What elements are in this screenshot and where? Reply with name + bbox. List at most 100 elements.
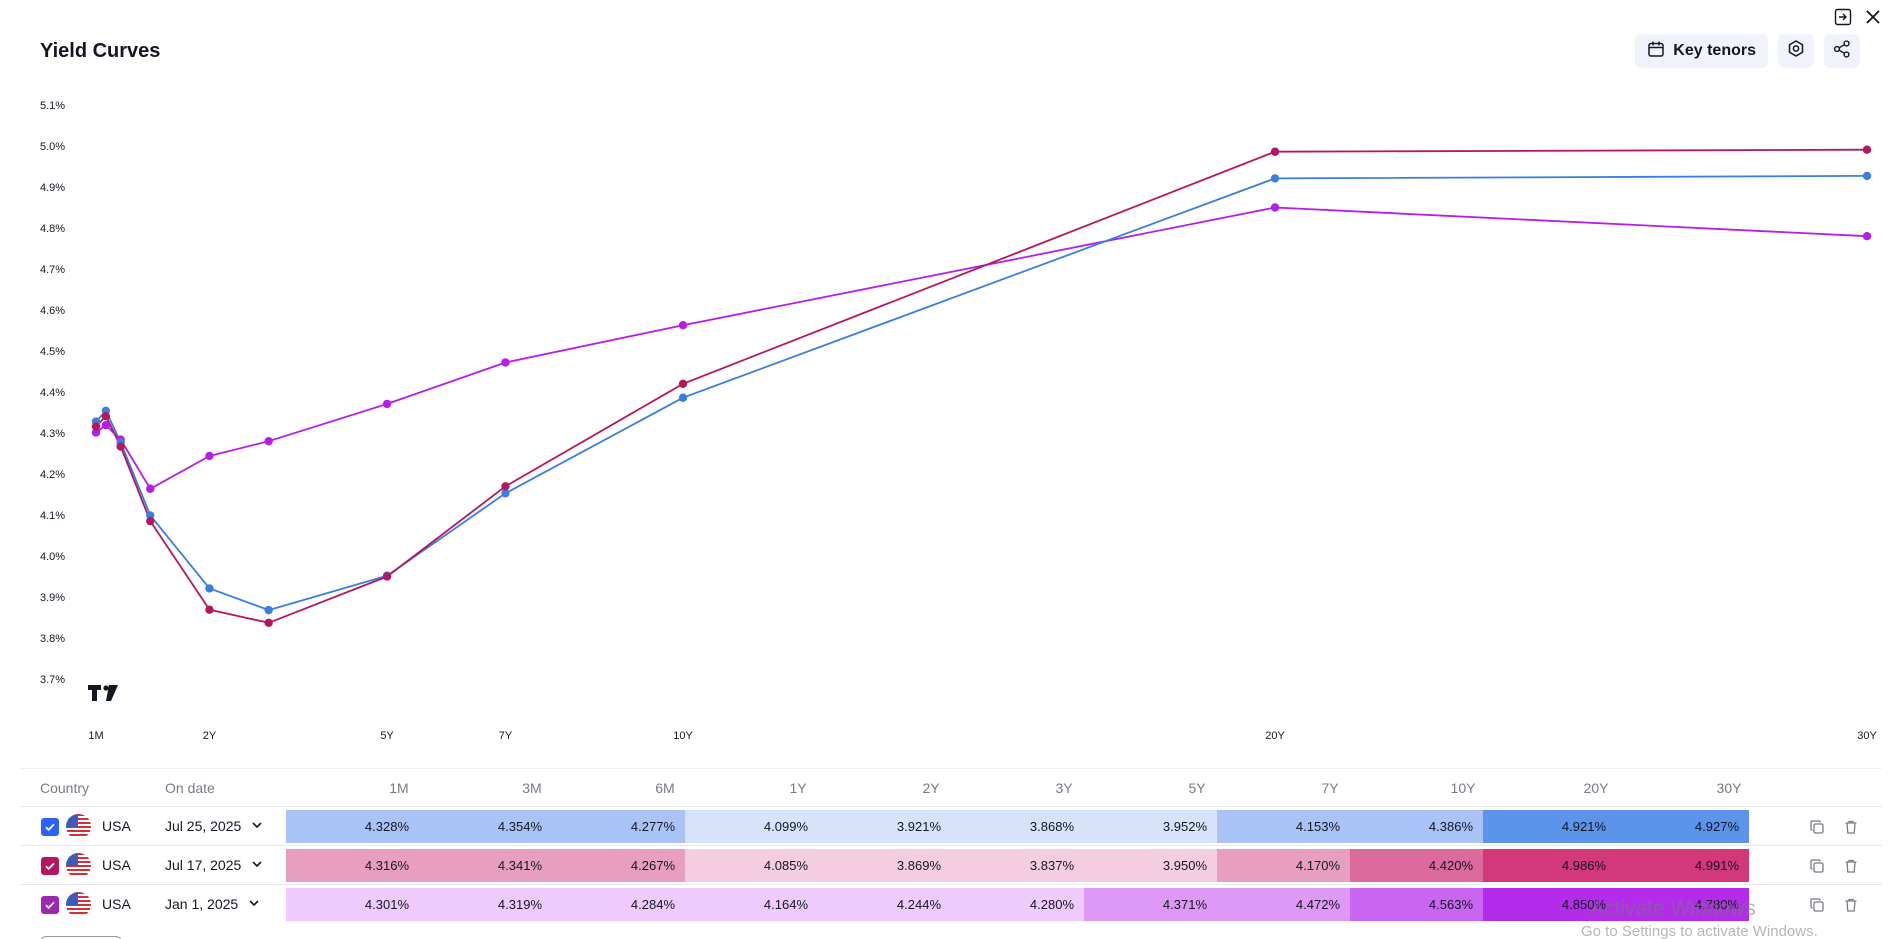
header-tenor: 10Y (1450, 780, 1476, 796)
yield-cell: 4.927% (1616, 810, 1749, 843)
chart-toolbar: Key tenors (1635, 34, 1860, 68)
yield-cell: 3.837% (951, 849, 1084, 882)
data-point[interactable] (1862, 145, 1872, 154)
yield-curve-chart[interactable]: 5.1% 5.0% 4.9% 4.8% 4.7% 4.6% 4.5% 4.4% 4.3% 4.2%… (0, 0, 1895, 760)
table-header: Country On date 1M 3M 6M 1Y 2Y 3Y 5Y 7Y 10Y 20Y 30… (20, 768, 1882, 806)
row-checkbox[interactable] (41, 857, 59, 875)
data-point[interactable] (101, 411, 111, 421)
table-row[interactable]: USA Jan 1, 2025 4.301% 4.319% 4.284% 4.164% 4.… (20, 884, 1882, 923)
copy-icon[interactable] (1807, 895, 1827, 915)
row-values: 4.316% 4.341% 4.267% 4.085% 3.869% 3.837% 3.95… (286, 849, 1749, 882)
yield-cell: 4.921% (1483, 810, 1616, 843)
share-button[interactable] (1824, 34, 1860, 68)
usa-flag-icon (66, 814, 91, 839)
trash-icon[interactable] (1841, 856, 1861, 876)
header-tenor: 7Y (1321, 780, 1339, 796)
date-label: Jul 25, 2025 (165, 818, 242, 834)
data-point[interactable] (264, 618, 273, 628)
header-tenor: 1Y (789, 780, 807, 796)
y-tick-label: 4.9% (40, 182, 65, 194)
data-point[interactable] (678, 379, 688, 388)
x-tick-label: 20Y (1265, 730, 1285, 742)
yield-cell: 4.153% (1217, 810, 1350, 843)
settings-button[interactable] (1778, 34, 1814, 68)
data-point[interactable] (116, 442, 125, 451)
yield-cell: 3.868% (951, 810, 1084, 843)
yield-cell: 4.472% (1217, 888, 1350, 921)
data-point[interactable] (1270, 174, 1280, 183)
yield-cell: 4.267% (552, 849, 685, 882)
yield-cell: 4.280% (951, 888, 1084, 921)
data-point[interactable] (146, 484, 155, 493)
yield-cell: 4.354% (419, 810, 552, 843)
yield-cell: 4.099% (685, 810, 818, 843)
data-point[interactable] (264, 605, 273, 615)
yield-cell: 4.563% (1350, 888, 1483, 921)
y-tick-label: 4.4% (40, 387, 65, 399)
data-point[interactable] (205, 451, 214, 461)
date-selector[interactable]: Jul 25, 2025 (165, 818, 263, 834)
data-point[interactable] (1270, 147, 1280, 156)
close-icon[interactable] (1860, 4, 1886, 30)
data-point[interactable] (264, 437, 273, 446)
y-tick-label: 4.8% (40, 223, 65, 235)
trash-icon[interactable] (1841, 817, 1861, 837)
country-name: USA (102, 818, 131, 834)
trash-icon[interactable] (1841, 895, 1861, 915)
data-point[interactable] (205, 584, 214, 593)
usa-flag-icon (66, 853, 91, 878)
data-point[interactable] (146, 511, 155, 520)
series-line (95, 206, 1868, 490)
key-tenors-button[interactable]: Key tenors (1635, 34, 1768, 68)
country-name: USA (102, 857, 131, 873)
date-label: Jul 17, 2025 (165, 857, 242, 873)
data-point[interactable] (1862, 171, 1872, 181)
header-country: Country (40, 780, 90, 796)
x-axis: 1M 2Y 5Y 7Y 10Y 20Y 30Y (88, 730, 1877, 742)
row-checkbox[interactable] (41, 818, 59, 836)
data-point[interactable] (678, 393, 688, 402)
y-tick-label: 4.6% (40, 305, 65, 317)
data-point[interactable] (382, 399, 392, 409)
yield-cell: 4.319% (419, 888, 552, 921)
series-points (91, 145, 1872, 628)
date-selector[interactable]: Jul 17, 2025 (165, 857, 263, 873)
data-point[interactable] (382, 572, 392, 581)
data-point[interactable] (501, 489, 510, 498)
date-selector[interactable]: Jan 1, 2025 (165, 896, 260, 912)
data-point[interactable] (501, 358, 510, 367)
chevron-down-icon (248, 896, 260, 912)
yield-cell: 4.850% (1483, 888, 1616, 921)
yield-cell: 4.164% (685, 888, 818, 921)
yield-cell: 4.780% (1616, 888, 1749, 921)
table-row[interactable]: USA Jul 17, 2025 4.316% 4.341% 4.267% 4.085% 3… (20, 845, 1882, 884)
yield-cell: 4.420% (1350, 849, 1483, 882)
yield-cell: 3.869% (818, 849, 951, 882)
row-checkbox[interactable] (41, 896, 59, 914)
data-point[interactable] (101, 421, 111, 430)
copy-icon[interactable] (1807, 817, 1827, 837)
y-tick-label: 3.8% (40, 633, 65, 645)
y-tick-label: 5.1% (40, 100, 65, 112)
yield-cell: 4.986% (1483, 849, 1616, 882)
x-tick-label: 10Y (673, 730, 693, 742)
data-point[interactable] (1270, 203, 1280, 212)
data-point[interactable] (91, 422, 101, 431)
data-point[interactable] (501, 482, 510, 491)
copy-icon[interactable] (1807, 856, 1827, 876)
y-axis: 5.1% 5.0% 4.9% 4.8% 4.7% 4.6% 4.5% 4.4% 4.3% 4.2%… (40, 100, 65, 686)
yield-cell: 4.284% (552, 888, 685, 921)
table-row[interactable]: USA Jul 25, 2025 4.328% 4.354% 4.277% 4.099% 3… (20, 806, 1882, 845)
data-point[interactable] (678, 320, 688, 330)
x-tick-label: 7Y (499, 730, 513, 742)
data-point[interactable] (205, 605, 214, 614)
data-point[interactable] (146, 516, 155, 526)
data-point[interactable] (1862, 232, 1872, 241)
header-date: On date (165, 780, 215, 796)
yield-cell: 4.170% (1217, 849, 1350, 882)
header-tenor: 30Y (1716, 780, 1742, 796)
yield-cell: 4.085% (685, 849, 818, 882)
popout-icon[interactable] (1830, 4, 1856, 30)
data-point[interactable] (91, 428, 101, 437)
